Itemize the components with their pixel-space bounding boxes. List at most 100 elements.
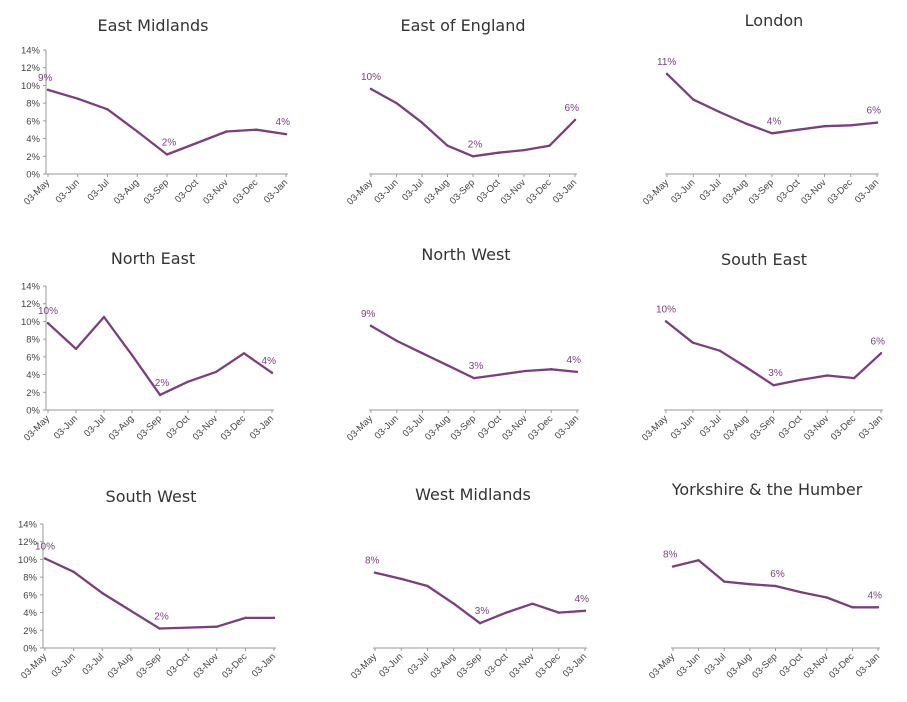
x-tick-label: 03-Sep bbox=[750, 651, 779, 680]
data-point bbox=[748, 583, 752, 586]
x-tick-label: 03-Sep bbox=[448, 177, 477, 206]
chart-title: London bbox=[745, 11, 804, 30]
data-point bbox=[244, 616, 247, 620]
data-point bbox=[426, 584, 429, 588]
data-point bbox=[583, 609, 587, 612]
data-point bbox=[242, 352, 246, 355]
data-label: 4% bbox=[868, 590, 883, 601]
x-tick-label: 03-Jun bbox=[52, 413, 80, 441]
x-tick-label: 03-May bbox=[640, 413, 670, 443]
series-line bbox=[671, 559, 880, 609]
data-point bbox=[43, 557, 47, 560]
data-label: 9% bbox=[361, 309, 376, 320]
y-tick-label: 2% bbox=[26, 388, 40, 399]
x-tick-label: 03-Oct bbox=[774, 177, 802, 205]
x-tick-label: 03-Jan bbox=[857, 413, 885, 441]
data-point bbox=[130, 353, 134, 357]
data-point bbox=[76, 97, 79, 100]
x-tick-label: 03-Dec bbox=[829, 413, 859, 443]
data-point bbox=[420, 121, 424, 124]
data-point bbox=[697, 559, 700, 562]
data-label: 6% bbox=[565, 103, 580, 114]
x-tick-label: 03-Jul bbox=[80, 651, 106, 677]
data-point bbox=[129, 609, 133, 612]
x-tick-label: 03-Jun bbox=[669, 177, 697, 205]
data-point bbox=[46, 88, 50, 92]
data-point bbox=[852, 376, 856, 380]
data-point bbox=[692, 98, 695, 101]
data-label: 9% bbox=[38, 73, 53, 84]
data-label: 8% bbox=[663, 550, 678, 561]
x-tick-label: 03-Sep bbox=[135, 413, 164, 442]
data-point bbox=[255, 128, 258, 131]
x-tick-label: 03-Oct bbox=[777, 651, 805, 679]
x-tick-label: 03-Jun bbox=[674, 651, 702, 679]
data-point bbox=[215, 625, 218, 628]
x-tick-label: 03-Jun bbox=[372, 177, 400, 205]
x-tick-label: 03-Aug bbox=[107, 413, 136, 442]
x-tick-label: 03-Jan bbox=[854, 651, 882, 679]
data-label: 10% bbox=[35, 542, 55, 553]
x-tick-label: 03-Aug bbox=[720, 177, 749, 206]
data-point bbox=[165, 153, 169, 156]
y-tick-label: 10% bbox=[21, 317, 41, 328]
data-point bbox=[548, 144, 551, 147]
x-tick-label: 03-Aug bbox=[725, 651, 754, 680]
data-point bbox=[671, 565, 675, 568]
y-tick-label: 6% bbox=[23, 590, 37, 601]
data-point bbox=[270, 371, 274, 374]
x-tick-label: 03-May bbox=[647, 651, 677, 681]
y-tick-label: 2% bbox=[23, 626, 37, 637]
x-tick-label: 03-Jun bbox=[54, 177, 82, 205]
data-point bbox=[718, 349, 721, 352]
data-point bbox=[447, 364, 450, 367]
data-point bbox=[136, 130, 139, 133]
x-tick-label: 03-Oct bbox=[164, 413, 192, 441]
data-point bbox=[718, 110, 721, 114]
x-tick-label: 03-Sep bbox=[748, 413, 777, 442]
x-tick-label: 03-Aug bbox=[106, 651, 135, 680]
y-tick-label: 0% bbox=[26, 406, 40, 417]
chart-title: East of England bbox=[400, 16, 525, 35]
y-tick-label: 12% bbox=[21, 63, 41, 74]
x-tick-label: 03-Jan bbox=[250, 651, 278, 679]
data-label: 2% bbox=[155, 378, 170, 389]
data-point bbox=[772, 384, 775, 387]
data-point bbox=[452, 602, 455, 605]
chart-title: East Midlands bbox=[98, 16, 209, 35]
x-tick-label: 03-Dec bbox=[220, 651, 250, 681]
data-point bbox=[799, 591, 803, 594]
data-point bbox=[797, 128, 800, 131]
data-point bbox=[691, 341, 695, 344]
x-tick-label: 03-Aug bbox=[428, 651, 457, 680]
data-point bbox=[421, 352, 424, 355]
data-label: 10% bbox=[38, 306, 58, 317]
y-tick-label: 12% bbox=[18, 537, 38, 548]
data-point bbox=[369, 87, 373, 91]
data-point bbox=[498, 373, 501, 376]
data-point bbox=[225, 130, 228, 133]
data-point bbox=[744, 122, 747, 125]
y-tick-label: 14% bbox=[21, 282, 41, 293]
y-tick-label: 12% bbox=[21, 299, 41, 310]
data-label: 4% bbox=[567, 355, 582, 366]
data-point bbox=[823, 124, 826, 128]
x-tick-label: 03-Jan bbox=[853, 177, 881, 205]
data-point bbox=[497, 151, 500, 154]
x-tick-label: 03-Nov bbox=[500, 413, 530, 443]
x-tick-label: 03-Sep bbox=[449, 413, 478, 442]
data-point bbox=[478, 622, 482, 625]
x-tick-label: 03-Jun bbox=[377, 651, 405, 679]
data-point bbox=[72, 570, 75, 574]
data-label: 2% bbox=[468, 139, 483, 150]
chart-title: West Midlands bbox=[415, 485, 531, 504]
data-point bbox=[46, 322, 50, 325]
